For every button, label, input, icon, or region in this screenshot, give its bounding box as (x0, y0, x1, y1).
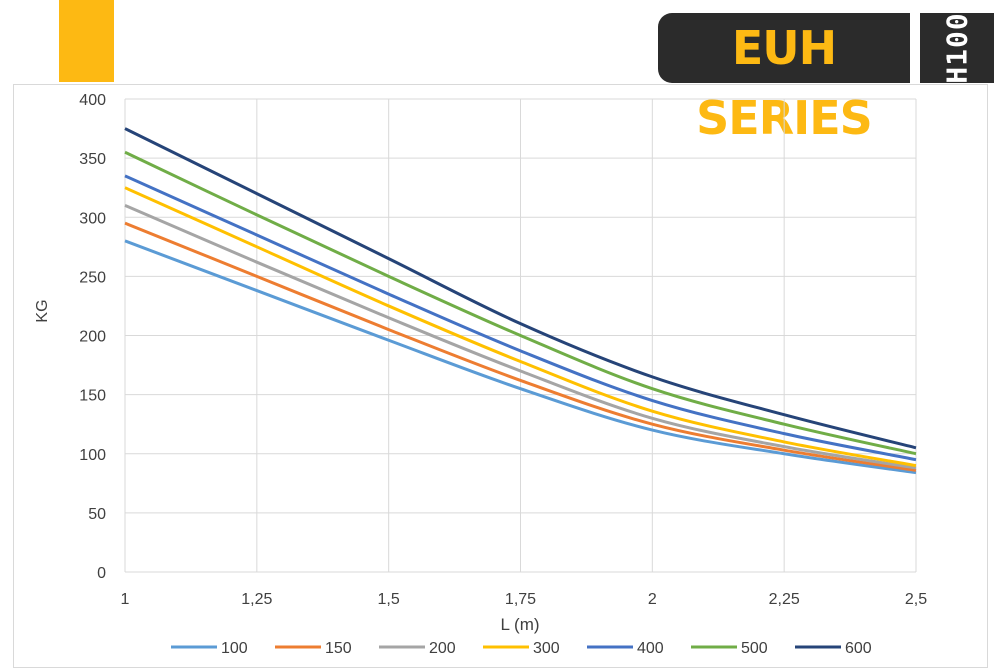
series-line-300 (124, 186, 917, 468)
legend-label-150: 150 (325, 640, 352, 657)
x-tick-label: 2 (648, 591, 657, 608)
y-tick-label: 400 (79, 92, 106, 109)
series-lines (124, 127, 917, 475)
y-tick-label: 150 (79, 388, 106, 405)
y-tick-label: 100 (79, 447, 106, 464)
series-line-600 (124, 127, 917, 450)
y-tick-label: 50 (88, 506, 106, 523)
series-line-100 (124, 239, 917, 475)
series-badge: EUH SERIES (658, 13, 910, 145)
model-badge: H100 (920, 12, 994, 84)
y-tick-label: 250 (79, 269, 106, 286)
series-line-500 (124, 150, 917, 456)
x-tick-label: 1,5 (378, 591, 400, 608)
y-axis-label: KG (34, 299, 51, 322)
y-tick-label: 200 (79, 329, 106, 346)
legend-label-600: 600 (845, 640, 872, 657)
y-tick-label: 0 (97, 565, 106, 582)
x-tick-label: 2,5 (905, 591, 927, 608)
x-tick-label: 2,25 (769, 591, 800, 608)
chart-frame (13, 84, 988, 668)
y-tick-label: 300 (79, 210, 106, 227)
series-line-400 (124, 174, 917, 462)
x-axis-ticks: 1 1,25 1,5 1,75 2 2,25 2,5 (121, 591, 928, 608)
brand-accent-block (59, 0, 114, 82)
x-tick-label: 1,25 (241, 591, 272, 608)
legend-label-300: 300 (533, 640, 560, 657)
y-axis-ticks: 0 50 100 150 200 250 300 350 400 (79, 92, 106, 582)
legend: 100 150 200 300 400 500 600 (171, 640, 872, 657)
x-tick-label: 1 (121, 591, 130, 608)
x-axis-label: L (m) (500, 615, 539, 634)
series-line-200 (124, 204, 917, 470)
legend-label-400: 400 (637, 640, 664, 657)
legend-label-100: 100 (221, 640, 248, 657)
series-line-150 (124, 221, 917, 472)
legend-label-500: 500 (741, 640, 768, 657)
y-tick-label: 350 (79, 151, 106, 168)
legend-label-200: 200 (429, 640, 456, 657)
x-tick-label: 1,75 (505, 591, 536, 608)
